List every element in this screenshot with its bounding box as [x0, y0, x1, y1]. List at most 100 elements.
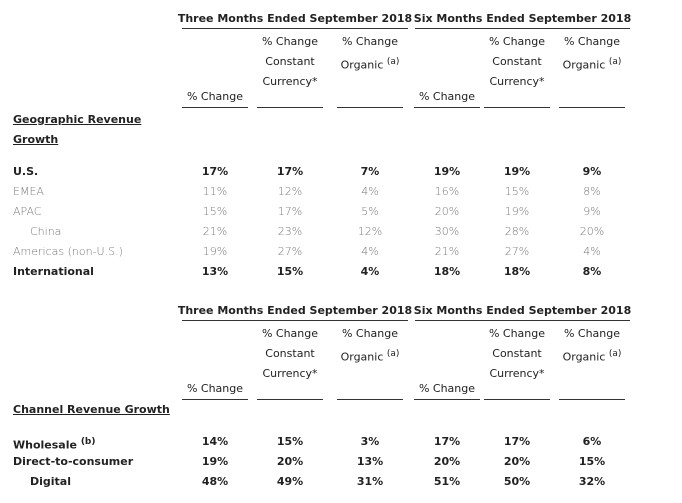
column-header: Organic (a) — [563, 347, 622, 365]
column-rule — [559, 107, 625, 108]
cell-value: 4% — [361, 185, 379, 198]
row-label: Americas (non-U.S.) — [13, 245, 123, 259]
column-header: % Change — [419, 90, 475, 104]
column-header: % Change — [419, 382, 475, 396]
cell-value: 7% — [360, 165, 380, 178]
column-header-text: Currency* — [489, 367, 545, 380]
column-header-text: % Change — [488, 35, 546, 48]
cell-value: 48% — [201, 475, 229, 488]
column-header-text: Currency* — [262, 75, 318, 88]
cell-value: 17% — [277, 205, 303, 218]
column-header: Organic (a) — [563, 55, 622, 73]
column-header-text: % Change — [488, 327, 546, 340]
row-label-text: APAC — [13, 205, 42, 218]
row-label-text: EMEA — [13, 185, 44, 198]
cell-value: 4% — [361, 245, 379, 258]
column-rule — [484, 107, 550, 108]
cell-value: 5% — [361, 205, 379, 218]
column-header: Organic (a) — [341, 347, 400, 365]
column-rule — [559, 399, 625, 400]
column-header-text: Organic — [562, 350, 606, 364]
cell-value: 20% — [579, 225, 605, 238]
footnote-marker: (b) — [80, 437, 96, 447]
cell-value: 23% — [277, 225, 303, 238]
cell-value: 13% — [356, 455, 384, 468]
cell-value: 31% — [356, 475, 384, 488]
column-header-text: % Change — [261, 35, 319, 48]
cell-value: 19% — [201, 455, 229, 468]
cell-value: 18% — [503, 265, 531, 278]
column-rule — [257, 107, 323, 108]
cell-value: 15% — [276, 265, 304, 278]
row-label: Direct-to-consumer — [13, 455, 133, 469]
row-label-text: Direct-to-consumer — [13, 455, 134, 468]
group-rule — [415, 28, 630, 29]
column-header-text: % Change — [418, 90, 476, 103]
column-header: % Change — [489, 327, 545, 341]
column-header: Currency* — [489, 367, 544, 381]
column-rule — [337, 399, 403, 400]
cell-value: 27% — [504, 245, 530, 258]
row-label-text: Wholesale — [13, 438, 77, 452]
cell-value: 21% — [434, 245, 460, 258]
section-title: Channel Revenue Growth — [13, 403, 170, 416]
cell-value: 17% — [433, 435, 461, 448]
column-header-text: Constant — [492, 347, 542, 360]
row-label: Wholesale (b) — [13, 435, 95, 453]
cell-value: 30% — [434, 225, 460, 238]
column-rule — [414, 107, 480, 108]
cell-value: 12% — [277, 185, 303, 198]
cell-value: 13% — [201, 265, 229, 278]
cell-value: 28% — [504, 225, 530, 238]
cell-value: 8% — [583, 185, 601, 198]
cell-value: 19% — [433, 165, 461, 178]
cell-value: 15% — [504, 185, 530, 198]
group-rule — [182, 320, 408, 321]
column-header-text: % Change — [341, 35, 399, 48]
column-header: Organic (a) — [341, 55, 400, 73]
column-rule — [414, 399, 480, 400]
cell-value: 50% — [503, 475, 531, 488]
footnote-marker: (a) — [608, 57, 622, 67]
column-header: Currency* — [262, 75, 317, 89]
column-header-text: Constant — [265, 55, 315, 68]
column-header-text: Currency* — [489, 75, 545, 88]
cell-value: 15% — [202, 205, 228, 218]
cell-value: 16% — [434, 185, 460, 198]
cell-value: 8% — [582, 265, 602, 278]
column-header: % Change — [262, 35, 318, 49]
column-rule — [257, 399, 323, 400]
cell-value: 17% — [503, 435, 531, 448]
cell-value: 20% — [276, 455, 304, 468]
cell-value: 11% — [202, 185, 228, 198]
row-label-text: Americas (non-U.S.) — [13, 245, 123, 258]
column-rule — [337, 107, 403, 108]
column-header-text: % Change — [186, 90, 244, 103]
cell-value: 32% — [578, 475, 606, 488]
cell-value: 20% — [433, 455, 461, 468]
row-label-text: China — [30, 225, 62, 238]
column-header: % Change — [564, 35, 620, 49]
group-rule — [415, 320, 630, 321]
cell-value: 19% — [504, 205, 530, 218]
row-label: Digital — [30, 475, 71, 489]
column-header: % Change — [187, 90, 243, 104]
row-label-text: International — [13, 265, 94, 278]
column-rule — [182, 399, 248, 400]
column-header: Currency* — [489, 75, 544, 89]
column-header: % Change — [564, 327, 620, 341]
cell-value: 15% — [578, 455, 606, 468]
footnote-marker: (a) — [386, 57, 400, 67]
column-header-text: % Change — [563, 327, 621, 340]
column-header-text: % Change — [341, 327, 399, 340]
cell-value: 20% — [434, 205, 460, 218]
cell-value: 20% — [503, 455, 531, 468]
cell-value: 19% — [202, 245, 228, 258]
cell-value: 3% — [360, 435, 380, 448]
group-header: Six Months Ended September 2018 — [413, 12, 632, 25]
cell-value: 49% — [276, 475, 304, 488]
cell-value: 18% — [433, 265, 461, 278]
row-label: APAC — [13, 205, 41, 219]
column-header: % Change — [342, 35, 398, 49]
column-header: % Change — [342, 327, 398, 341]
